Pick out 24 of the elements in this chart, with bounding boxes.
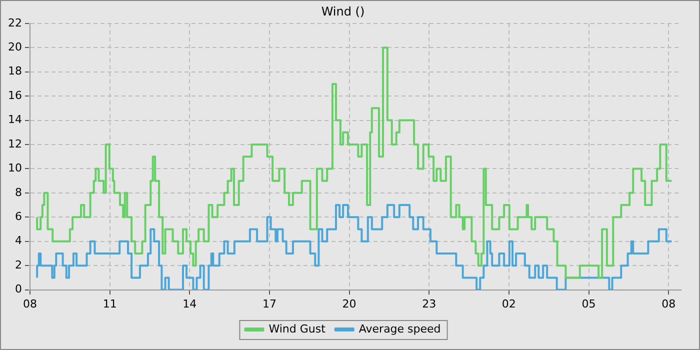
legend-label: Average speed <box>358 322 441 336</box>
y-tick-label: 22 <box>8 16 22 30</box>
x-tick-label: 14 <box>182 297 197 310</box>
y-tick-label: 16 <box>8 88 22 102</box>
y-tick-label: 4 <box>14 234 22 248</box>
y-tick-label: 18 <box>8 64 22 78</box>
x-tick-label: 08 <box>662 297 676 310</box>
x-tick-label: 05 <box>582 297 596 310</box>
x-tick-label: 20 <box>342 297 356 310</box>
y-tick-label: 12 <box>8 137 22 150</box>
x-tick-label: 11 <box>102 297 117 310</box>
x-tick-label: 23 <box>422 297 436 310</box>
y-tick-label: 8 <box>14 186 22 199</box>
y-tick-label: 2 <box>14 258 22 272</box>
y-tick-label: 6 <box>14 210 22 224</box>
y-tick-label: 10 <box>8 162 22 175</box>
chart-title: Wind () <box>321 4 365 18</box>
legend-label: Wind Gust <box>268 322 326 336</box>
y-tick-label: 0 <box>14 282 22 296</box>
x-tick-label: 17 <box>262 297 276 310</box>
y-tick-label: 20 <box>8 40 22 54</box>
x-tick-label: 08 <box>22 297 37 310</box>
y-tick-label: 14 <box>8 113 22 126</box>
x-tick-label: 02 <box>502 297 516 310</box>
